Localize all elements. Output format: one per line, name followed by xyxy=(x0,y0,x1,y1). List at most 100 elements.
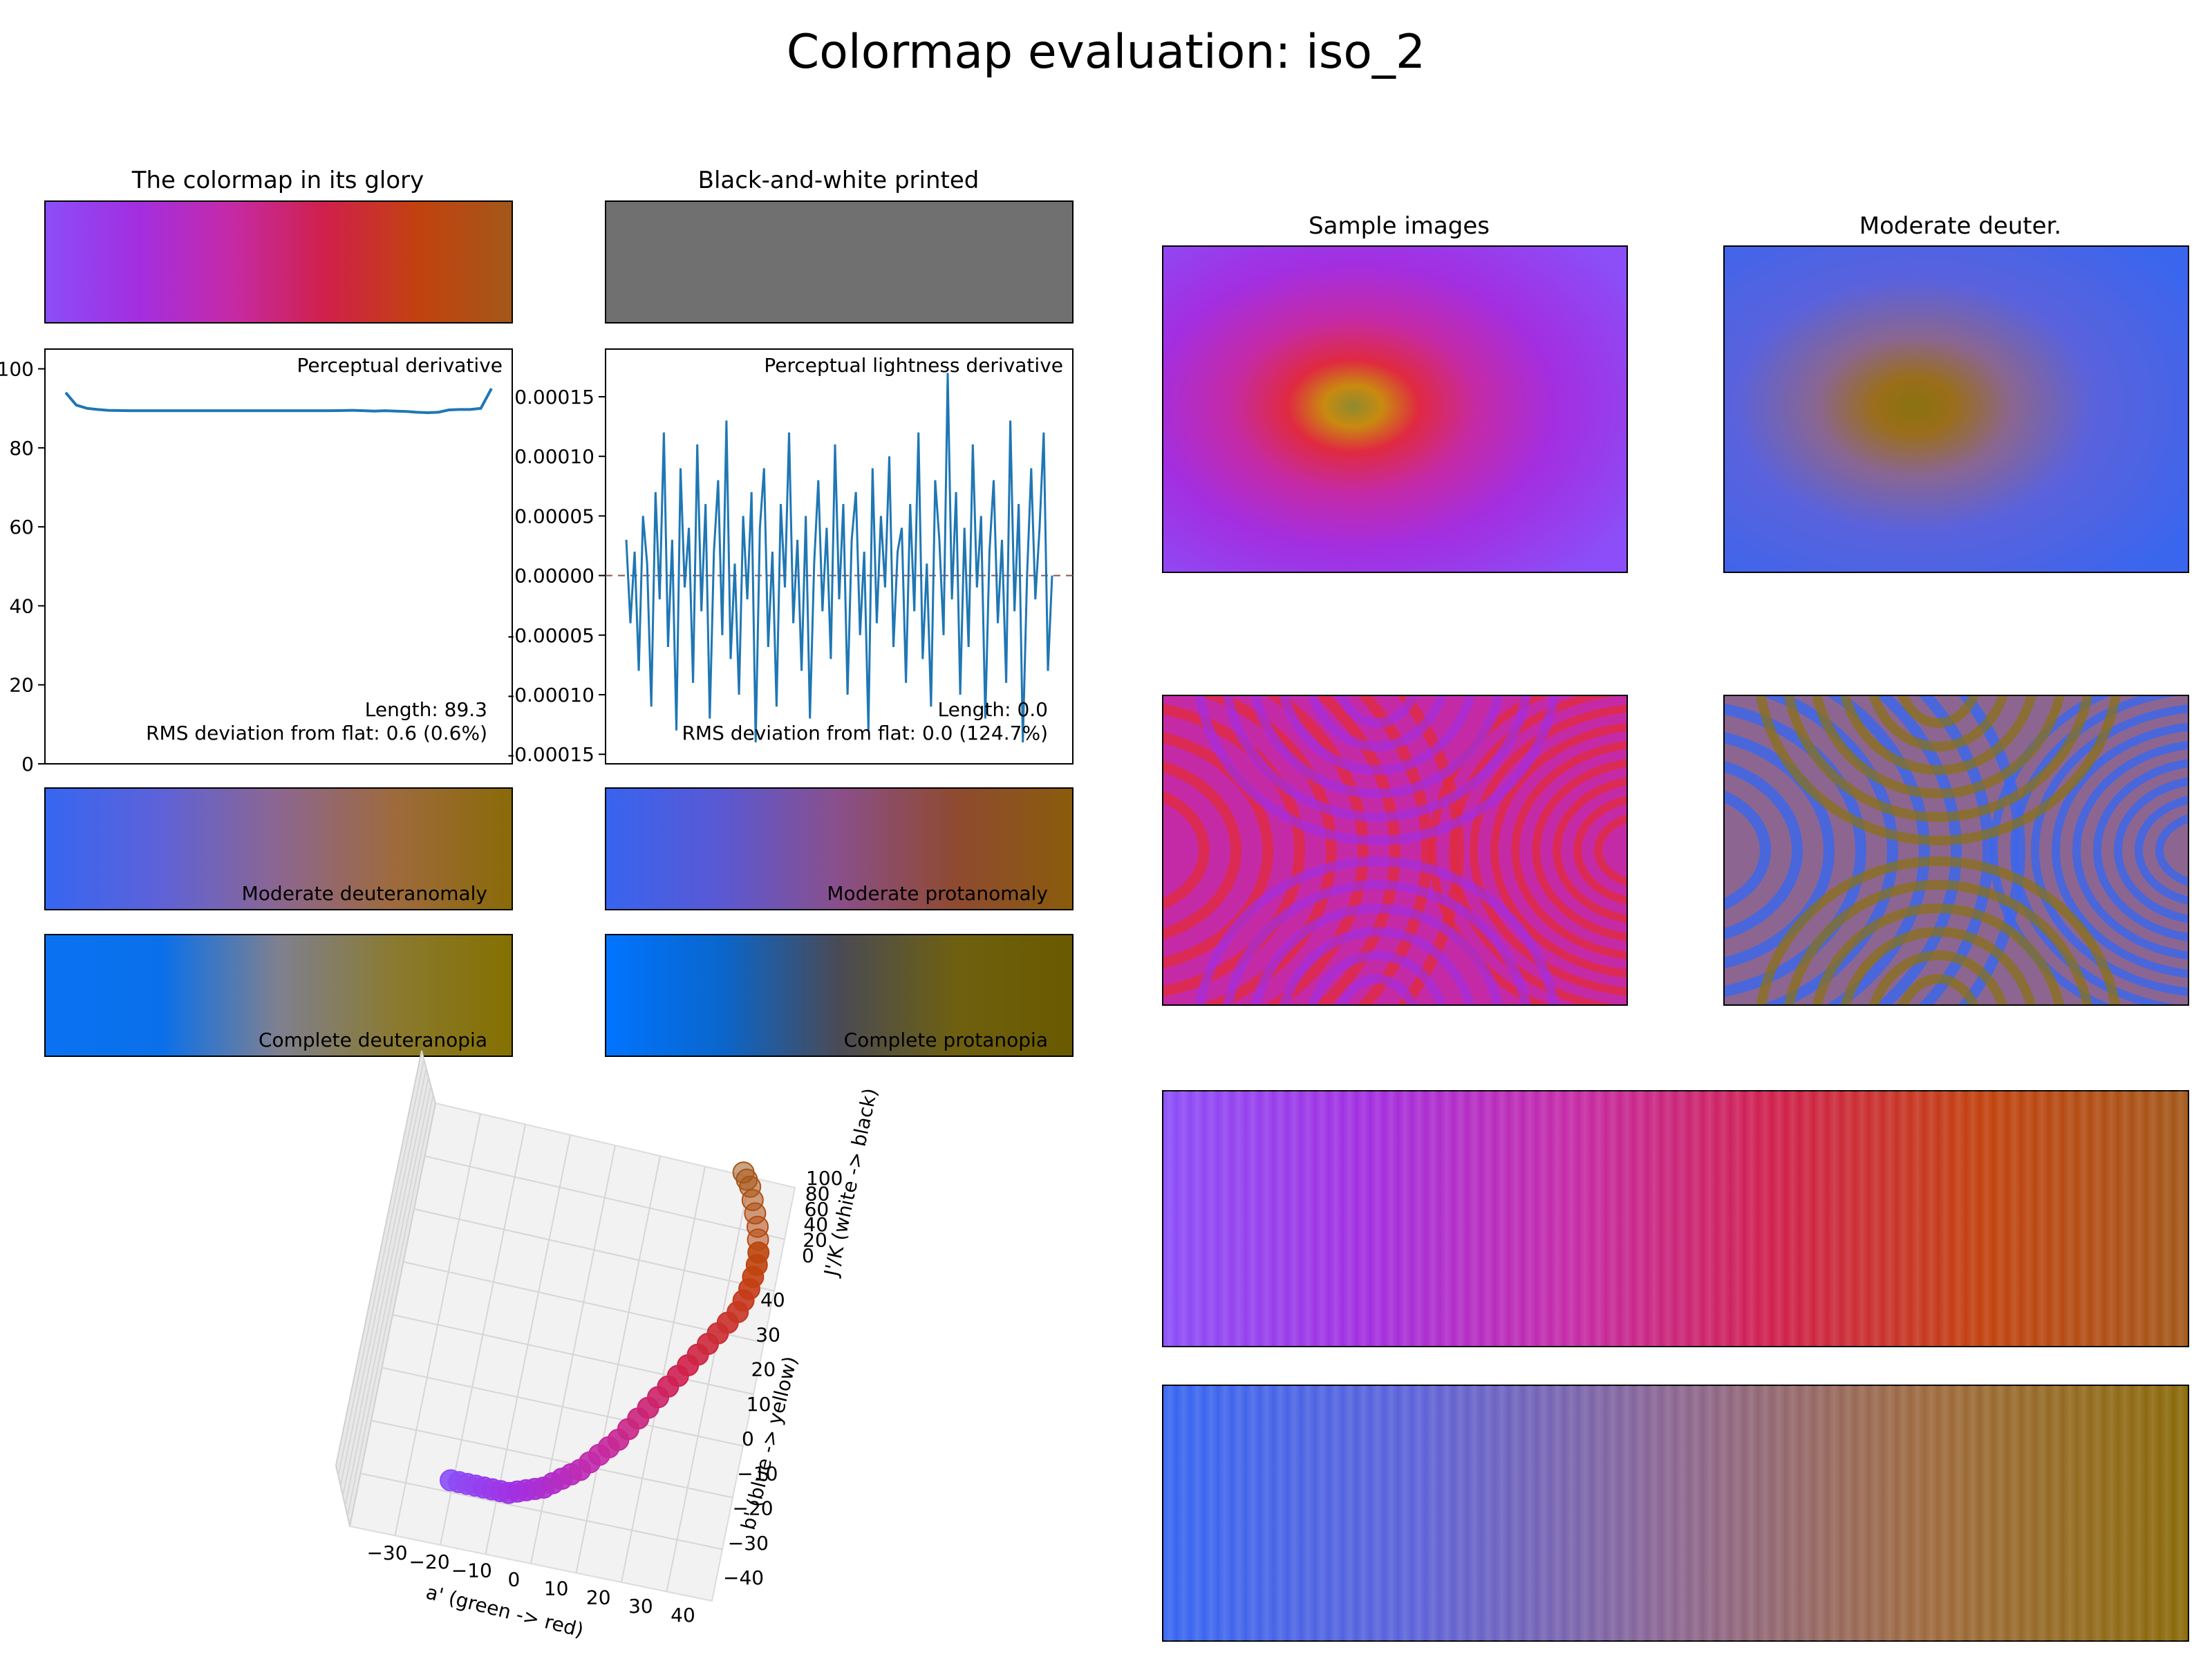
a-axis-tick: 30 xyxy=(628,1595,653,1618)
colorspace-3d-plot: −30 −20 −10 0 10 20 30 40403020100−10−20−30−401… xyxy=(335,1050,882,1642)
lightness-derivative-axes: 0.00015 0.00010 0.00005 0.00000 -0.00005 -0.0… xyxy=(507,348,1074,766)
ytick-label: 60 xyxy=(9,516,34,538)
pattern-ring xyxy=(1313,695,1400,1005)
pattern-ring xyxy=(1490,722,1627,978)
perceptual-derivative-label: Perceptual derivative xyxy=(297,354,503,377)
b-axis-tick: 0 xyxy=(742,1427,754,1450)
a-axis-tick: 40 xyxy=(671,1604,695,1627)
trajectory-point xyxy=(732,1161,755,1184)
pattern-ring xyxy=(1724,703,1866,997)
pattern-ring xyxy=(1222,695,1532,822)
pattern-ring xyxy=(1279,927,1475,1005)
perceptual-derivative-rms: RMS deviation from flat: 0.6 (0.6%) xyxy=(146,722,487,744)
lightness-derivative-length: Length: 0.0 xyxy=(938,698,1048,721)
pattern-ring xyxy=(1875,695,1962,1005)
a-axis-tick: −10 xyxy=(451,1559,492,1582)
ytick-label: 0.00000 xyxy=(514,565,594,588)
sample-image-2-pattern xyxy=(1163,695,1627,1005)
pattern-ring xyxy=(1163,790,1210,910)
lightness-derivative-line xyxy=(625,373,1053,743)
grid-line xyxy=(339,1068,427,1486)
a-axis-tick: −30 xyxy=(366,1541,407,1564)
pattern-ring xyxy=(1868,695,2008,751)
grid-line xyxy=(337,1059,425,1476)
pattern-ring xyxy=(1163,760,1241,940)
sample-image-2-deuter xyxy=(1724,695,2188,1005)
perceptual-derivative-frame xyxy=(44,348,513,765)
sample-image-2-deuter-frame xyxy=(1723,695,2189,1006)
moderate-deuteranomaly-label: Moderate deuteranomaly xyxy=(242,882,487,905)
b-axis-tick: 10 xyxy=(747,1393,771,1416)
pattern-ring xyxy=(1783,695,2093,822)
pattern-ring xyxy=(1470,704,1627,996)
grid-line xyxy=(346,1094,434,1517)
pattern-ring xyxy=(1223,880,1531,1005)
j-axis-tick: 20 xyxy=(803,1229,827,1252)
pattern-ring xyxy=(1264,695,1369,1005)
grid-line xyxy=(371,1420,733,1499)
lightness-derivative-yticks: 0.00015 0.00010 0.00005 0.00000 -0.00005 -0.0… xyxy=(507,386,606,766)
pattern-ring xyxy=(1307,695,1447,751)
sample-image-2 xyxy=(1163,695,1627,1005)
title-colormap-glory: The colormap in its glory xyxy=(131,167,424,194)
pattern-ring xyxy=(1759,695,1898,1005)
pattern-ring xyxy=(2052,722,2188,978)
pattern-ring xyxy=(2031,704,2188,996)
pattern-ring xyxy=(1279,695,1475,775)
grid-line xyxy=(342,1076,429,1497)
pattern-ring xyxy=(1958,695,2025,1005)
pattern-ring xyxy=(1868,950,2008,1005)
pattern-ring xyxy=(1511,740,1627,960)
pattern-ring xyxy=(1897,695,1980,728)
sample-image-2-deuter-pattern xyxy=(1724,695,2188,1005)
moderate-protanomaly-strip xyxy=(605,787,1074,910)
pattern-ring xyxy=(1532,758,1627,942)
grid-line xyxy=(360,1472,723,1550)
pattern-ring xyxy=(1163,731,1273,969)
pattern-ring xyxy=(1250,695,1503,798)
pattern-ring xyxy=(1826,695,1930,1005)
ytick-label: 40 xyxy=(9,594,34,617)
title-moderate-deuter: Moderate deuter. xyxy=(1859,212,2061,240)
ytick-label: 0.00015 xyxy=(514,386,594,409)
grid-line xyxy=(392,1314,754,1395)
title-sample-images: Sample images xyxy=(1309,212,1490,240)
pattern-ring xyxy=(2135,795,2188,906)
pattern-ring xyxy=(1724,790,1771,910)
moderate-deuteranomaly-strip xyxy=(44,787,513,910)
b-axis-tick: 30 xyxy=(756,1323,780,1346)
ytick-label: 0.00005 xyxy=(514,505,594,527)
b-axis-tick: −30 xyxy=(728,1532,769,1555)
grid-line xyxy=(621,1166,706,1583)
complete-deuteranopia-strip xyxy=(44,934,513,1057)
pattern-ring xyxy=(1335,695,1418,728)
pattern-ring xyxy=(1594,814,1627,887)
pattern-ring xyxy=(1396,695,1464,1005)
pattern-ring xyxy=(1989,695,2112,1005)
colormap-strip xyxy=(44,200,513,324)
pattern-ring xyxy=(1918,695,1994,1005)
ytick-label: -0.00015 xyxy=(507,743,594,766)
pattern-ring xyxy=(1194,856,1559,1005)
b-axis-tick: −10 xyxy=(737,1462,778,1485)
pattern-ring xyxy=(1573,795,1627,906)
pattern-ring xyxy=(1194,695,1559,845)
pattern-ring xyxy=(2072,740,2188,960)
grid-line xyxy=(382,1367,744,1447)
pattern-ring xyxy=(1897,974,1979,1005)
pattern-ring xyxy=(1250,903,1503,1005)
pattern-ring xyxy=(1356,695,1432,1005)
pattern-ring xyxy=(1812,695,2065,798)
pattern-ring xyxy=(1840,927,2036,1005)
pattern-ring xyxy=(1724,731,1835,969)
sample-gradient-strip-deuter-stripe-overlay xyxy=(1163,1385,2188,1641)
grid-line xyxy=(344,1085,432,1506)
perceptual-derivative-yticks: 0 20 40 60 80 100 xyxy=(0,358,45,776)
complete-protanopia-strip xyxy=(605,934,1074,1057)
pattern-ring xyxy=(1784,880,2092,1005)
ytick-label: 0.00010 xyxy=(514,445,594,468)
sample-image-1-deuter xyxy=(1723,245,2189,573)
grid-line xyxy=(666,1177,751,1592)
j-axis-tick: 0 xyxy=(802,1244,814,1267)
